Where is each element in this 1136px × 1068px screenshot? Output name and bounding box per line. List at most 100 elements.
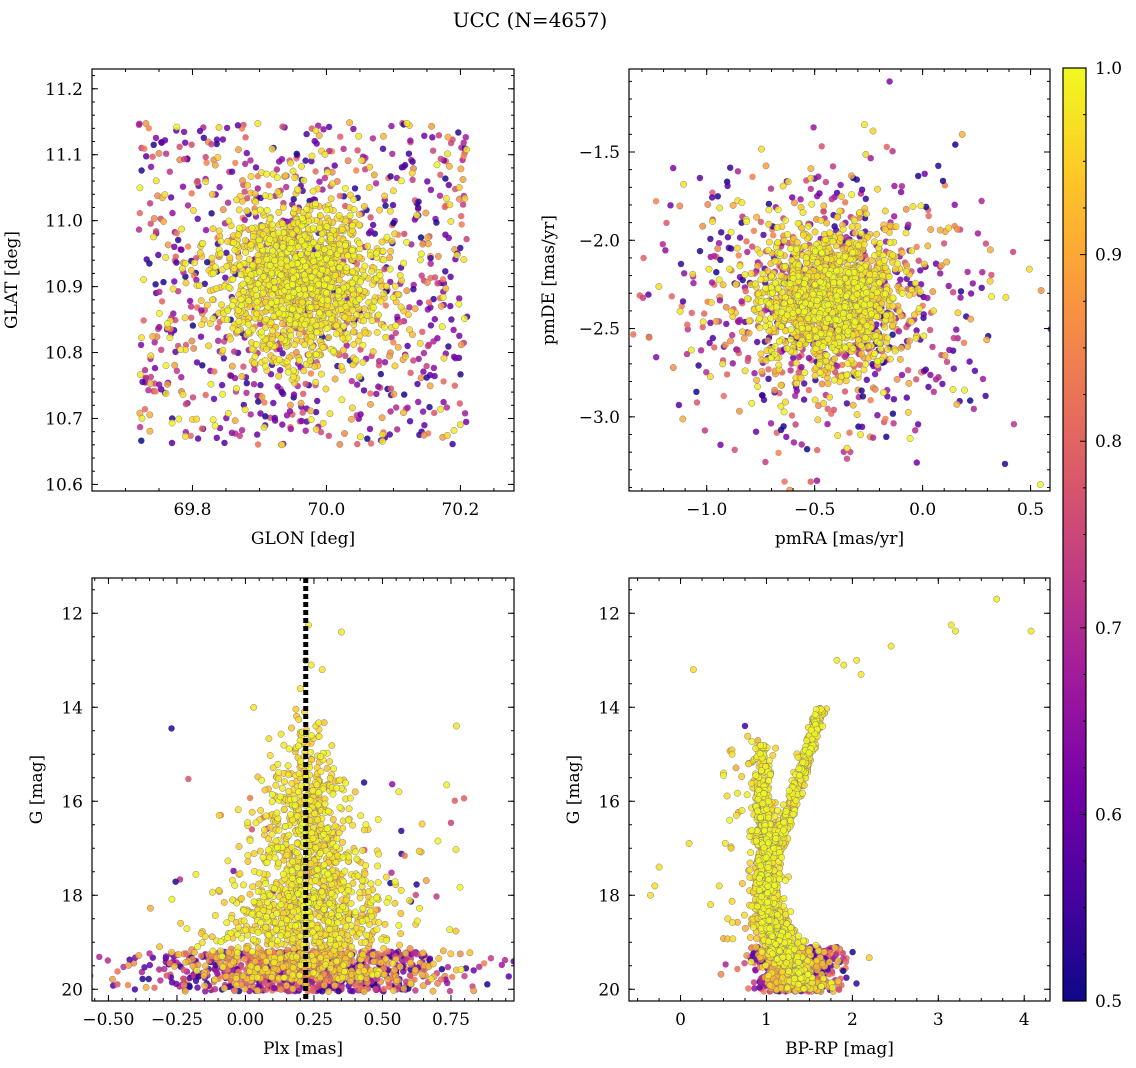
scatter-point [433, 219, 440, 226]
scatter-point [189, 322, 197, 329]
scatter-point [415, 398, 422, 406]
scatter-point [229, 275, 237, 283]
scatter-point [193, 415, 201, 423]
scatter-point [289, 167, 297, 175]
scatter-point [325, 123, 333, 131]
scatter-point [407, 137, 414, 144]
scatter-point [373, 390, 380, 398]
scatter-point [925, 383, 932, 391]
scatter-point [215, 123, 223, 131]
scatter-point [787, 336, 795, 344]
scatter-point [653, 354, 660, 361]
scatter-point [219, 136, 227, 143]
scatter-point [910, 311, 918, 319]
scatter-point [783, 345, 791, 353]
scatter-point [1036, 481, 1044, 488]
scatter-point [379, 431, 387, 438]
scatter-point [383, 233, 391, 241]
scatter-point [222, 274, 229, 281]
scatter-point [256, 206, 264, 214]
scatter-point [303, 130, 310, 138]
scatter-point [693, 388, 700, 395]
scatter-point [986, 246, 994, 254]
scatter-point [611, 277, 617, 283]
scatter-point [335, 287, 343, 295]
scatter-point [907, 318, 915, 326]
scatter-point [302, 427, 309, 434]
scatter-point [368, 267, 376, 275]
scatter-point [442, 195, 450, 203]
scatter-point [815, 173, 822, 180]
scatter-point [738, 298, 745, 305]
scatter-point [168, 439, 176, 447]
scatter-point [782, 216, 789, 224]
scatter-point [880, 256, 888, 264]
scatter-point [394, 343, 402, 351]
scatter-point [886, 222, 894, 230]
scatter-point [277, 271, 285, 279]
scatter-point [381, 192, 389, 200]
scatter-point [459, 201, 467, 208]
scatter-point [811, 228, 819, 236]
scatter-point [269, 327, 277, 335]
scatter-point [816, 361, 824, 369]
scatter-point [824, 335, 832, 343]
scatter-point [629, 260, 630, 262]
scatter-point [731, 446, 738, 453]
scatter-point [779, 182, 787, 190]
scatter-point [753, 376, 761, 384]
scatter-point [320, 245, 328, 253]
scatter-point [843, 444, 851, 452]
scatter-point [811, 396, 819, 404]
scatter-point [824, 301, 832, 309]
scatter-point [136, 423, 144, 431]
scatter-point [846, 255, 854, 263]
scatter-point [380, 256, 388, 264]
scatter-point [882, 415, 889, 423]
scatter-point [310, 239, 318, 247]
scatter-point [801, 369, 809, 377]
scatter-point [751, 280, 759, 288]
scatter-point [667, 202, 674, 209]
scatter-point [307, 416, 315, 424]
scatter-point [139, 378, 146, 386]
scatter-point [729, 331, 736, 339]
scatter-point [235, 206, 243, 214]
scatter-point [213, 140, 220, 148]
scatter-point [207, 380, 215, 388]
scatter-point [313, 328, 321, 336]
scatter-point [356, 286, 364, 294]
scatter-point [829, 237, 837, 245]
scatter-point [302, 380, 309, 387]
scatter-point [254, 185, 261, 192]
scatter-point [234, 231, 242, 239]
scatter-point [337, 363, 345, 370]
scatter-point [379, 437, 386, 445]
scatter-point [711, 252, 718, 260]
scatter-point [716, 297, 724, 304]
scatter-point [461, 410, 469, 417]
scatter-point [841, 303, 849, 310]
scatter-point [409, 158, 416, 165]
scatter-point [800, 396, 808, 403]
scatter-point [809, 290, 817, 298]
scatter-points [135, 119, 471, 449]
scatter-point [284, 368, 292, 376]
scatter-point [257, 241, 264, 249]
scatter-point [705, 265, 713, 273]
scatter-point [838, 361, 846, 369]
scatter-point [235, 318, 243, 325]
scatter-point [386, 254, 394, 262]
scatter-point [795, 340, 803, 348]
scatter-point [147, 220, 154, 227]
scatter-point [798, 441, 805, 448]
scatter-point [849, 249, 857, 257]
scatter-point [244, 328, 252, 336]
scatter-point [843, 455, 851, 462]
scatter-point [208, 141, 215, 148]
scatter-point [967, 397, 974, 404]
scatter-point [298, 298, 306, 306]
scatter-point [274, 229, 282, 237]
scatter-point [225, 217, 233, 225]
scatter-point [252, 164, 260, 171]
